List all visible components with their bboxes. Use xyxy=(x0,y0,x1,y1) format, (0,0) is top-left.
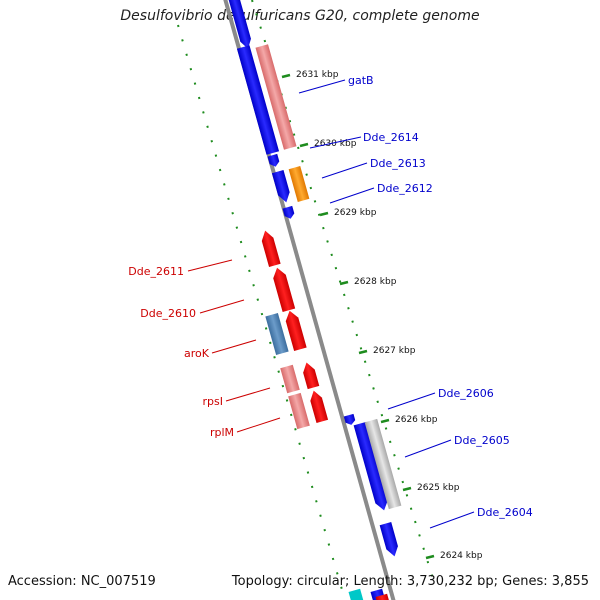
leader-line xyxy=(211,339,257,354)
leader-line xyxy=(321,162,368,179)
cds-forward xyxy=(343,413,356,425)
rna-reverse xyxy=(288,392,310,430)
feature-label: Dde_2613 xyxy=(370,157,426,170)
ticks: 2631 kbp 2630 kbp 2629 kbp 2628 kbp 2627 kbp… xyxy=(281,70,483,561)
cds-forward xyxy=(267,153,280,167)
tick-label: 2625 kbp xyxy=(417,483,460,493)
tick-mark xyxy=(425,554,435,560)
feature-label: Dde_2614 xyxy=(363,131,419,144)
cds-reverse xyxy=(375,593,393,600)
leader-line xyxy=(236,417,281,433)
rna-reverse xyxy=(280,364,300,394)
tick-mark xyxy=(319,211,329,217)
leader-line xyxy=(298,79,346,94)
feature-cyan xyxy=(348,588,366,600)
leader-line xyxy=(187,259,233,272)
feature-label: Dde_2604 xyxy=(477,506,533,519)
feature-grey xyxy=(364,418,402,510)
tick-label: 2629 kbp xyxy=(334,208,377,218)
tick-label: 2631 kbp xyxy=(296,70,339,80)
feature-label: Dde_2606 xyxy=(438,387,494,400)
tick-guides xyxy=(177,0,436,600)
tick-label: 2626 kbp xyxy=(395,415,438,425)
cds-forward xyxy=(271,169,290,203)
tick-mark xyxy=(281,73,291,79)
feature-label: Dde_2605 xyxy=(454,434,510,447)
labels: gatB Dde_2614 Dde_2613 Dde_2612 Dde_2611 Dde_… xyxy=(128,74,533,529)
tick-mark xyxy=(380,418,390,424)
leader-line xyxy=(225,387,271,402)
rna-forward xyxy=(255,44,297,150)
cds-forward xyxy=(226,0,251,49)
cds-forward xyxy=(370,588,388,600)
summary-text: Topology: circular; Length: 3,730,232 bp… xyxy=(231,574,589,589)
features xyxy=(226,0,402,600)
tick-label: 2628 kbp xyxy=(354,277,397,287)
cds-forward xyxy=(236,45,280,155)
tick-label: 2630 kbp xyxy=(314,139,357,149)
feature-label: gatB xyxy=(348,74,374,87)
cds-forward xyxy=(379,522,398,557)
leader-line xyxy=(329,187,375,204)
feature-label: aroK xyxy=(184,347,210,360)
tick-mark xyxy=(339,280,349,286)
cds-reverse xyxy=(273,267,296,312)
feature-label: rplM xyxy=(210,426,234,439)
cds-reverse xyxy=(303,362,320,390)
tick-mark xyxy=(358,349,368,355)
tick-label: 2624 kbp xyxy=(440,551,483,561)
leader-line xyxy=(429,511,475,529)
leader-line xyxy=(387,392,436,410)
cds-forward xyxy=(353,421,388,511)
feature-label: Dde_2612 xyxy=(377,182,433,195)
tick-mark xyxy=(402,486,412,492)
map-title: Desulfovibrio desulfuricans G20, complet… xyxy=(120,8,480,24)
feature-label: Dde_2611 xyxy=(128,265,184,278)
feature-label: Dde_2610 xyxy=(140,307,196,320)
feature-orange xyxy=(288,166,310,202)
feature-steel xyxy=(265,312,289,356)
cds-reverse xyxy=(310,390,329,424)
leader-line xyxy=(404,439,452,458)
accession-text: Accession: NC_007519 xyxy=(8,574,156,589)
cds-reverse xyxy=(261,230,281,267)
tick-label: 2627 kbp xyxy=(373,346,416,356)
cds-forward xyxy=(282,205,295,219)
tick-mark xyxy=(299,142,309,148)
cds-reverse xyxy=(285,310,307,352)
feature-label: rpsI xyxy=(203,395,223,408)
leader-line xyxy=(199,299,245,314)
leader-line xyxy=(309,136,362,149)
